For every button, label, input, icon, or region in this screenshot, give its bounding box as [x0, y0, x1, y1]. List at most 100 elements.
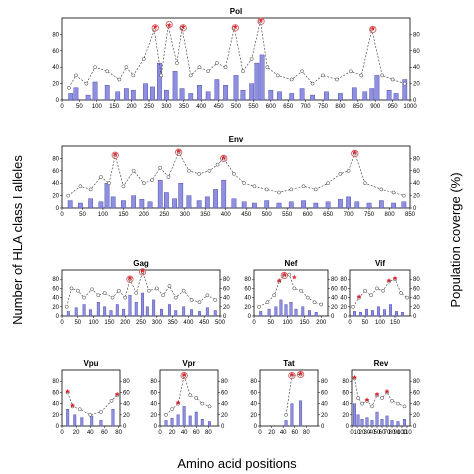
right-tick-label-vpr-1: 20 [221, 413, 228, 419]
bar-vif-7 [395, 311, 398, 317]
bar-env-28 [338, 199, 343, 209]
right-tick-label-pol-3: 60 [413, 49, 420, 55]
coverage-point-env-25 [313, 187, 318, 192]
coverage-point-gag-17 [173, 295, 178, 300]
x-tick-label-vpr-4: 80 [205, 430, 212, 436]
x-tick-label-gag-0: 0 [60, 320, 64, 326]
x-tick-label-vpu-1: 20 [73, 430, 80, 436]
star-marker-pol-0 [152, 24, 158, 29]
bar-gag-2 [82, 304, 86, 317]
x-tick-label-pol-11: 550 [248, 104, 259, 110]
star-marker-vpu-0 [65, 388, 71, 394]
coverage-point-nef-7 [299, 288, 303, 293]
x-tick-label-pol-1: 50 [76, 104, 83, 110]
coverage-point-vpr-4 [188, 393, 193, 398]
bar-vpr-3 [182, 406, 186, 427]
bar-pol-27 [299, 88, 305, 101]
bar-gag-4 [96, 302, 100, 317]
coverage-point-vif-8 [399, 291, 403, 295]
y-tick-label-tat-4: 80 [250, 379, 257, 385]
bar-vpu-2 [80, 417, 84, 427]
y-tick-label-pol-2: 40 [52, 65, 59, 71]
bar-pol-26 [289, 93, 295, 101]
y-tick-label-vif-4: 80 [340, 277, 347, 283]
right-tick-label-vpr-2: 40 [221, 402, 228, 408]
star-marker-tat-1 [298, 370, 304, 376]
coverage-point-pol-4 [105, 69, 110, 74]
right-tick-label-rev-1: 20 [413, 413, 420, 419]
star-marker-pol-2 [180, 24, 186, 29]
star-marker-env-1 [176, 148, 182, 154]
bar-nef-5 [289, 302, 293, 317]
coverage-point-env-27 [338, 172, 343, 176]
bar-gag-15 [167, 304, 171, 317]
bar-vpu-4 [99, 420, 103, 427]
bar-rev-5 [375, 411, 379, 427]
bar-gag-8 [122, 308, 126, 317]
coverage-point-nef-5 [287, 272, 292, 277]
x-tick-label-env-8: 400 [221, 212, 232, 218]
coverage-point-pol-26 [300, 69, 304, 74]
bar-gag-0 [66, 311, 70, 317]
bar-env-19 [231, 198, 237, 209]
star-marker-vif-0 [356, 294, 362, 299]
bar-pol-16 [205, 91, 211, 101]
coverage-point-nef-8 [305, 295, 310, 300]
x-tick-label-gag-1: 50 [74, 320, 81, 326]
bar-rev-10 [403, 419, 406, 427]
star-marker-rev-1 [364, 397, 370, 402]
coverage-line-env [67, 151, 404, 196]
y-tick-label-rev-3: 60 [342, 390, 349, 396]
x-tick-label-env-14: 700 [344, 212, 355, 218]
bar-nef-3 [279, 299, 283, 317]
coverage-point-env-14 [197, 172, 202, 176]
bar-env-24 [288, 201, 294, 209]
bar-rev-4 [370, 420, 374, 427]
bar-env-5 [110, 196, 116, 209]
y-tick-label-vpu-1: 20 [52, 413, 59, 419]
coverage-point-gag-0 [64, 304, 69, 309]
x-tick-label-gag-6: 300 [152, 320, 163, 326]
x-tick-label-env-3: 150 [118, 212, 129, 218]
x-tick-label-vif-3: 150 [390, 320, 401, 326]
coverage-point-env-6 [121, 184, 126, 189]
coverage-point-pol-6 [124, 65, 129, 70]
coverage-point-nef-2 [272, 293, 277, 298]
coverage-point-vpu-5 [109, 398, 114, 403]
x-tick-label-nef-3: 150 [299, 320, 310, 326]
x-tick-label-gag-2: 100 [89, 320, 100, 326]
coverage-point-env-15 [207, 168, 212, 173]
y-tick-label-vif-2: 40 [340, 296, 347, 302]
panel-title-vpu: Vpu [83, 359, 98, 368]
bar-env-26 [313, 202, 319, 209]
x-tick-label-tat-3: 60 [291, 430, 298, 436]
x-tick-label-rev-10: 100 [397, 430, 408, 436]
bar-tat-2 [299, 400, 303, 427]
coverage-point-env-31 [379, 187, 384, 192]
bar-env-11 [164, 192, 169, 209]
coverage-point-pol-7 [131, 73, 136, 78]
bar-pol-35 [386, 89, 392, 101]
star-marker-rev-2 [374, 391, 380, 397]
y-tick-label-gag-1: 20 [52, 305, 59, 311]
bar-pol-5 [115, 91, 121, 101]
coverage-point-gag-14 [154, 286, 159, 291]
coverage-point-vif-9 [405, 295, 409, 300]
bar-vpr-7 [208, 421, 211, 427]
bar-pol-28 [310, 94, 315, 101]
x-tick-label-nef-2: 100 [283, 320, 294, 326]
x-tick-label-rev-2: 20 [359, 430, 366, 436]
coverage-point-pol-8 [141, 57, 146, 61]
bar-gag-19 [198, 311, 201, 317]
bar-env-21 [252, 202, 257, 209]
coverage-point-pol-3 [93, 65, 97, 70]
coverage-point-env-32 [391, 190, 396, 195]
y-tick-label-tat-3: 60 [250, 390, 257, 396]
coverage-point-gag-6 [102, 291, 107, 295]
right-tick-label-vpr-4: 80 [221, 379, 228, 385]
coverage-point-pol-28 [321, 73, 325, 78]
coverage-point-env-4 [107, 181, 111, 186]
coverage-point-env-3 [99, 175, 103, 179]
